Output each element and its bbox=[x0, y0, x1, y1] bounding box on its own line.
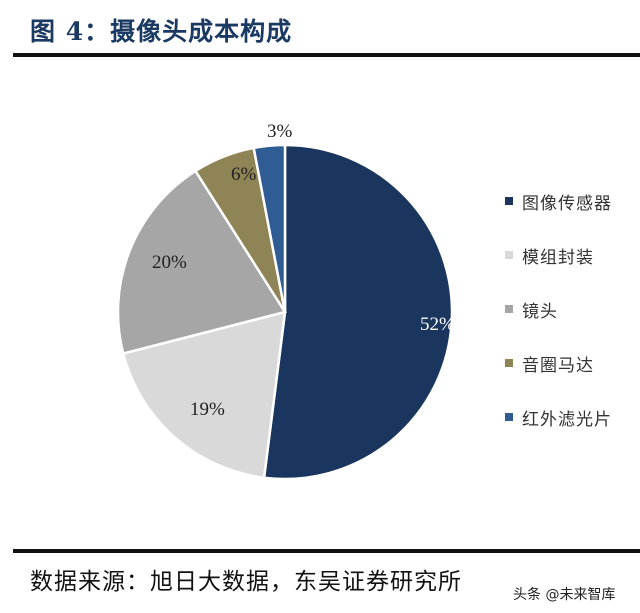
slice-label-3: 20% bbox=[152, 252, 187, 273]
pie-slice-2 bbox=[121, 310, 287, 480]
legend-label: 红外滤光片 bbox=[522, 409, 612, 430]
legend-item: 音圈马达 bbox=[505, 352, 612, 376]
legend-swatch bbox=[505, 197, 513, 205]
legend-swatch bbox=[505, 251, 513, 259]
legend-item: 红外滤光片 bbox=[505, 406, 612, 430]
slice-label-1: 52% bbox=[420, 314, 455, 335]
legend: 图像传感器模组封装镜头音圈马达红外滤光片 bbox=[505, 190, 612, 460]
slice-label-2: 19% bbox=[190, 399, 225, 420]
legend-label: 图像传感器 bbox=[522, 193, 612, 214]
data-source: 数据来源：旭日大数据，东吴证券研究所 bbox=[30, 569, 462, 595]
pie-slice-1 bbox=[262, 143, 454, 481]
legend-label: 镜头 bbox=[522, 301, 558, 322]
legend-swatch bbox=[505, 359, 513, 367]
slice-label-5: 3% bbox=[267, 121, 293, 142]
legend-item: 模组封装 bbox=[505, 244, 612, 268]
legend-label: 音圈马达 bbox=[522, 355, 594, 376]
legend-swatch bbox=[505, 305, 513, 313]
chart-title: 图 4：摄像头成本构成 bbox=[30, 17, 293, 46]
slice-label-4: 6% bbox=[231, 164, 257, 185]
watermark: 头条 @未来智库 bbox=[513, 587, 616, 603]
legend-swatch bbox=[505, 413, 513, 421]
legend-item: 镜头 bbox=[505, 298, 612, 322]
pie-slice-3 bbox=[116, 169, 287, 356]
pie-slice-5 bbox=[252, 143, 287, 313]
legend-label: 模组封装 bbox=[522, 247, 594, 268]
source-divider bbox=[13, 549, 640, 553]
legend-item: 图像传感器 bbox=[505, 190, 612, 214]
title-divider bbox=[13, 53, 640, 57]
